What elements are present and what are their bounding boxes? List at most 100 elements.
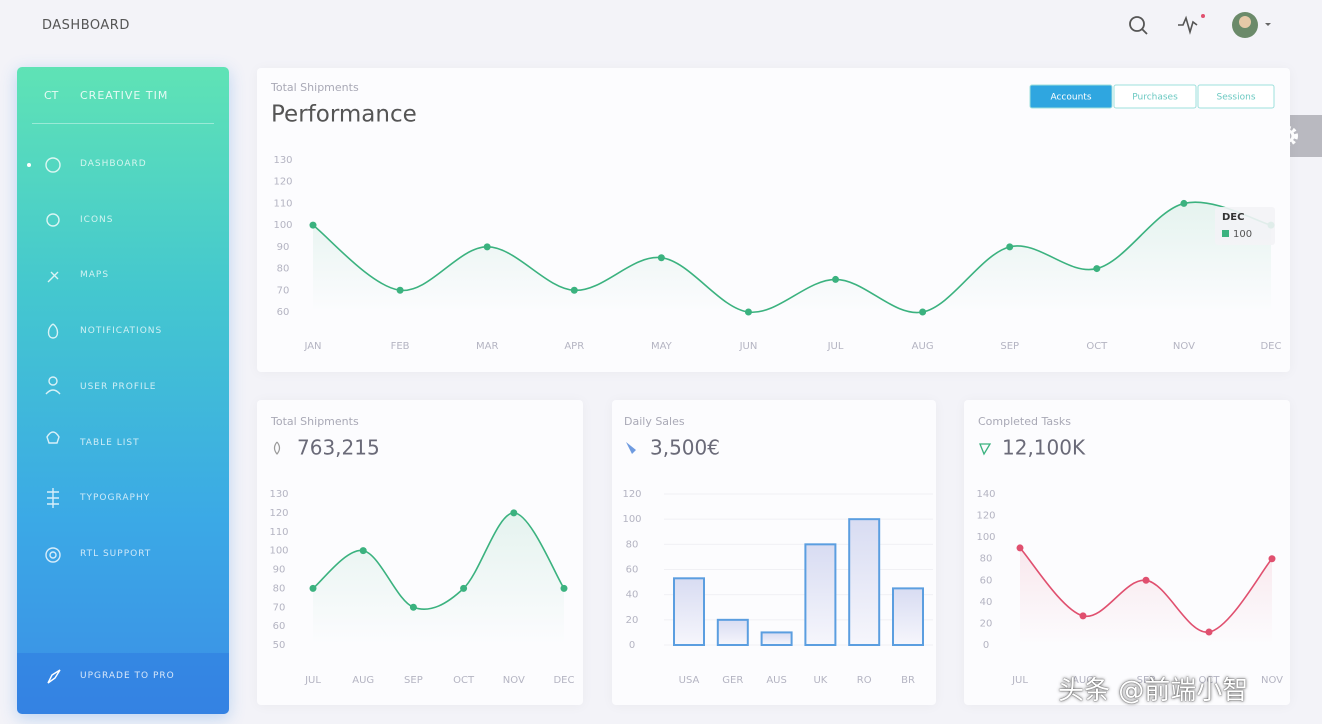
y-tick-label: 140 [976, 489, 995, 500]
logo-text[interactable]: CREATIVE TIM [80, 89, 169, 102]
tooltip [1215, 207, 1275, 245]
chart: Total Shipments Performance 60 70 80 90 100 1… [270, 81, 1282, 352]
y-tick-label: 0 [629, 640, 635, 651]
activity-icon[interactable] [1178, 15, 1198, 35]
search-icon-handle [1141, 28, 1148, 35]
point [1205, 628, 1213, 636]
send-icon [979, 443, 992, 456]
sidebar: CT CREATIVE TIM DASHBOARD ICONS MAPS NOTIFI… [17, 67, 229, 714]
y-tick-label: 120 [976, 511, 995, 522]
point [570, 286, 578, 294]
point [460, 584, 468, 592]
y-tick-label: 90 [277, 242, 290, 253]
x-tick-label: APR [564, 341, 584, 352]
card-subtitle: Total Shipments [270, 81, 359, 94]
x-tick-label: GER [722, 675, 743, 686]
x-tick-label: OCT [453, 675, 475, 686]
tab-button-label[interactable]: Sessions [1216, 93, 1255, 103]
tasks-card: Completed Tasks 12,100K 0 20 40 60 80 100 120 1… [964, 400, 1290, 705]
y-tick-label: 90 [273, 565, 286, 576]
tab-button-label[interactable]: Accounts [1050, 93, 1091, 103]
upgrade-link[interactable]: UPGRADE TO PRO [80, 671, 175, 681]
bar [848, 518, 881, 646]
card-subtitle: Daily Sales [624, 415, 685, 428]
tooltip-value: 100 [1233, 229, 1252, 240]
tab-button[interactable] [1197, 84, 1275, 109]
nav-item[interactable]: MAPS [80, 270, 110, 281]
point [1016, 544, 1024, 552]
active-dot [27, 163, 31, 167]
y-tick-label: 40 [980, 597, 993, 608]
y-tick-label: 70 [273, 602, 286, 613]
x-tick-label: RO [857, 675, 872, 686]
line-area [313, 512, 564, 645]
nav-item[interactable]: TABLE LIST [80, 437, 140, 448]
nav-icons [45, 157, 61, 563]
point [483, 243, 491, 251]
x-tick-label: AUS [766, 675, 787, 686]
nav-item[interactable]: ICONS [80, 214, 114, 225]
point [1079, 612, 1087, 620]
point [1142, 576, 1150, 584]
y-tick-label: 110 [273, 198, 292, 209]
avatar-face [1239, 16, 1251, 28]
x-tick-label: JAN [303, 341, 321, 352]
x-tick-label: JUL [1011, 675, 1028, 686]
nav-item[interactable]: DASHBOARD [80, 159, 147, 169]
x-tick-label: JUL [827, 341, 844, 352]
bar [673, 577, 705, 646]
line-area [313, 202, 1271, 313]
y-tick-label: 20 [626, 615, 639, 626]
point [1093, 265, 1101, 273]
header-icons [1129, 12, 1271, 38]
tab-button[interactable] [1113, 84, 1197, 109]
card-value: 763,215 [297, 436, 380, 460]
y-tick-label: 80 [626, 539, 639, 550]
watermark: 头条 @前端小智 [1058, 676, 1249, 706]
card-subtitle: Completed Tasks [978, 415, 1071, 428]
bar [804, 543, 837, 646]
y-tick-label: 130 [273, 155, 292, 166]
y-tick-label: 60 [980, 575, 993, 586]
y-tick-label: 50 [273, 640, 286, 651]
bell-icon [273, 441, 281, 455]
logo-mini[interactable]: CT [44, 89, 59, 102]
point [1006, 243, 1014, 251]
y-tick-label: 80 [273, 583, 286, 594]
x-tick-label: OCT [1199, 675, 1221, 686]
point [1268, 555, 1276, 563]
tab-button[interactable] [1029, 84, 1113, 109]
point [309, 584, 317, 592]
rocket-icon [47, 669, 61, 684]
dropdown-caret[interactable] [1265, 23, 1271, 26]
point [409, 603, 417, 611]
nav-item[interactable]: RTL SUPPORT [80, 548, 152, 559]
delivery-icon [626, 442, 636, 454]
nav-item[interactable]: NOTIFICATIONS [80, 326, 163, 337]
y-tick-label: 100 [622, 514, 641, 525]
shipments-card: Total Shipments 763,215 50 60 70 80 90 100 110… [257, 400, 583, 705]
x-tick-label: NOV [1173, 341, 1195, 352]
y-tick-label: 100 [273, 220, 292, 231]
bar [892, 587, 924, 646]
chart: Daily Sales 3,500€ 0 20 40 60 80 100 120 USA GER… [622, 415, 933, 686]
x-tick-label: NOV [503, 675, 525, 686]
nav-item[interactable]: USER PROFILE [80, 381, 157, 392]
sales-card: Daily Sales 3,500€ 0 20 40 60 80 100 120 USA GER… [612, 400, 936, 705]
bar [716, 618, 749, 646]
y-tick-label: 20 [980, 618, 993, 629]
x-tick-label: JUN [739, 341, 758, 352]
y-tick-label: 110 [269, 527, 288, 538]
x-tick-label: AUG [352, 675, 374, 686]
x-tick-label: OCT [1086, 341, 1108, 352]
line-area [1020, 547, 1272, 645]
tab-button-label[interactable]: Purchases [1132, 93, 1178, 103]
x-tick-label: NOV [1261, 675, 1283, 686]
search-icon[interactable] [1129, 16, 1145, 32]
x-tick-label: UK [813, 675, 827, 686]
nav-item[interactable]: TYPOGRAPHY [80, 493, 151, 504]
card-subtitle: Total Shipments [270, 415, 359, 428]
y-tick-label: 120 [622, 489, 641, 500]
x-tick-label: SEP [1137, 675, 1156, 686]
